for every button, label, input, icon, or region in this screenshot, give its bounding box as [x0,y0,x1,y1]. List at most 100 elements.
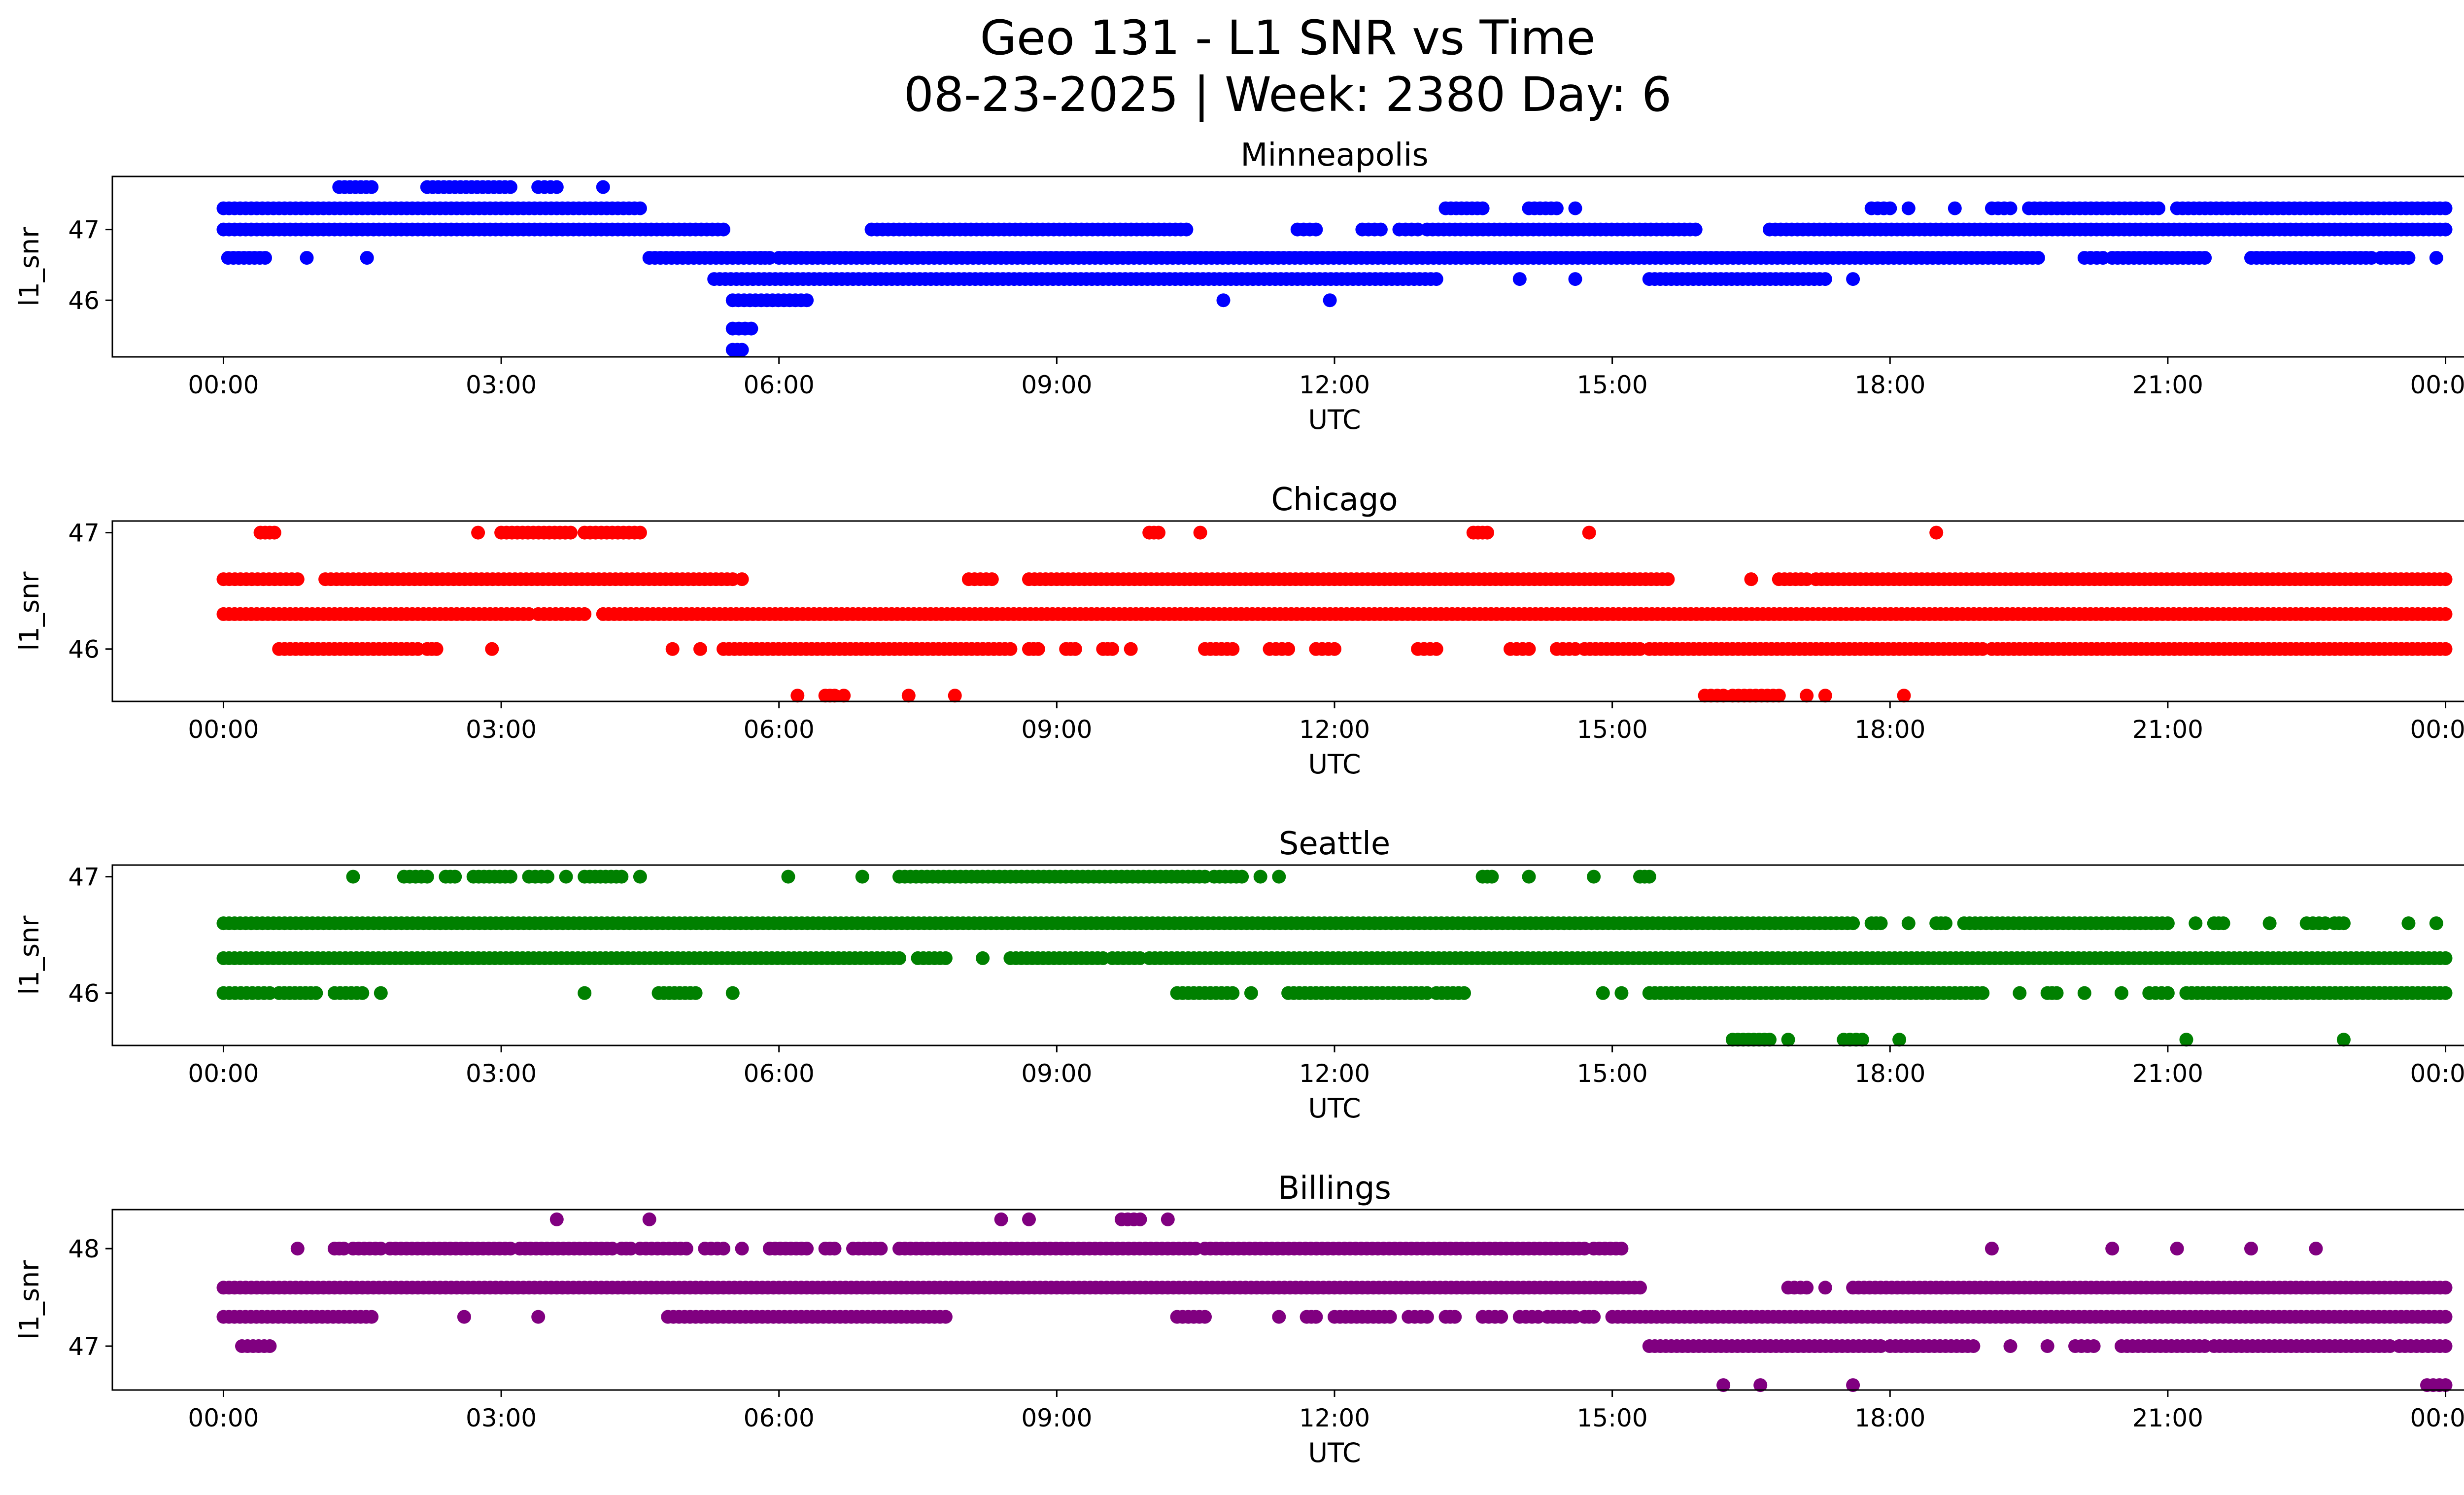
x-tick-label: 21:00 [2132,1404,2203,1432]
data-point [1800,689,1814,703]
data-point [938,951,953,965]
data-point [2262,916,2277,931]
data-point [1614,1242,1629,1256]
data-point [2438,1281,2453,1295]
data-point [1003,642,1018,656]
data-point [541,869,554,884]
x-axis-label: UTC [1308,749,1361,780]
y-tick-label: 47 [68,216,100,244]
x-tick-label: 15:00 [1577,371,1648,399]
x-tick-label: 00:00 [2410,371,2464,399]
data-point [1688,222,1703,237]
data-point [1763,1033,1777,1047]
subplot-title: Chicago [1271,482,1398,518]
data-point [665,642,680,656]
data-point [688,986,703,1000]
data-point [1105,642,1120,656]
x-tick-label: 00:00 [2410,715,2464,744]
x-tick-label: 18:00 [1854,1404,1925,1432]
subplot-title: Seattle [1279,826,1391,862]
x-tick-label: 09:00 [1021,1404,1092,1432]
data-point [1582,525,1596,540]
data-point [2170,1242,2184,1256]
data-point [2438,1339,2453,1353]
x-tick-label: 00:00 [2410,1059,2464,1088]
y-tick-label: 46 [68,979,100,1008]
x-tick-label: 06:00 [744,1404,815,1432]
data-point [549,1212,564,1226]
data-point [1800,1281,1814,1295]
data-point [290,572,305,587]
data-point [365,1310,379,1324]
figure-title-line2: 08-23-2025 | Week: 2380 Day: 6 [904,67,1672,123]
x-tick-label: 09:00 [1021,1059,1092,1088]
data-point [420,869,434,884]
data-point [1976,986,1990,1000]
data-point [2438,222,2453,237]
x-axis-label: UTC [1308,404,1361,435]
data-point [2438,607,2453,621]
data-point [1309,222,1323,237]
data-point [633,525,647,540]
y-axis-label: l1_snr [14,571,45,651]
data-point [1633,1281,1647,1295]
data-point [1494,1310,1508,1324]
data-point [2160,916,2175,931]
data-point [735,343,749,357]
y-axis-label: l1_snr [14,1260,45,1340]
data-point [1587,1310,1601,1324]
data-point [1216,293,1231,308]
data-point [1596,986,1610,1000]
data-point [633,201,647,215]
data-point [448,869,462,884]
data-point [1152,525,1165,540]
data-point [1198,1310,1212,1324]
x-tick-label: 00:00 [188,1404,259,1432]
data-point [2438,951,2453,965]
data-point [1124,642,1138,656]
data-point [1133,1212,1147,1226]
data-point [1897,689,1911,703]
data-point [429,642,444,656]
data-point [1272,1310,1286,1324]
data-point [2077,986,2091,1000]
data-point [1614,986,1629,1000]
data-point [1587,869,1601,884]
y-tick-label: 47 [68,1332,100,1361]
subplot-title: Billings [1278,1170,1391,1207]
data-point [800,1242,814,1256]
scatter-series [216,525,2453,703]
data-point [1568,201,1582,215]
data-point [1522,869,1536,884]
data-point [1420,1310,1434,1324]
data-point [642,1212,656,1226]
data-point [1244,986,1258,1000]
data-point [2401,251,2416,265]
data-point [874,1242,888,1256]
data-point [1522,642,1536,656]
data-point [2003,1339,2018,1353]
data-point [781,869,795,884]
data-point [564,525,578,540]
data-point [2160,986,2175,1000]
scatter-series [216,180,2453,357]
data-point [717,1242,730,1256]
data-point [1985,1242,1999,1256]
data-point [374,986,388,1000]
data-point [633,869,647,884]
data-point [1485,869,1499,884]
data-point [1022,1212,1036,1226]
data-point [985,572,999,587]
data-point [1309,1310,1323,1324]
data-point [1179,222,1194,237]
data-point [2244,1242,2258,1256]
data-point [679,1242,693,1256]
data-point [2115,986,2128,1000]
data-point [1883,201,1897,215]
y-axis-label: l1_snr [14,915,45,995]
x-tick-label: 21:00 [2132,371,2203,399]
data-point [2189,916,2203,931]
data-point [2309,1242,2323,1256]
data-point [2179,1033,2193,1047]
y-tick-label: 46 [68,286,100,315]
